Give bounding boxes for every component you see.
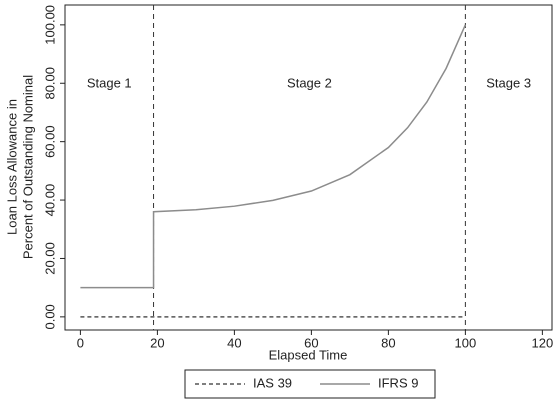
y-tick-label: 100.00 [42,5,57,45]
y-axis-label: Percent of Outstanding Nominal [20,75,35,259]
x-tick-label: 60 [304,335,318,350]
y-axis-label: Loan Loss Allowance in [4,99,19,235]
y-tick-label: 60.00 [42,125,57,158]
y-tick-label: 0.00 [42,304,57,329]
y-tick-label: 20.00 [42,242,57,275]
legend-label: IAS 39 [253,375,292,390]
y-tick-label: 80.00 [42,67,57,100]
x-tick-label: 100 [455,335,477,350]
series-line [80,24,467,289]
y-tick-label: 40.00 [42,184,57,217]
stage-label: Stage 2 [287,75,332,90]
legend-box [184,369,436,399]
legend-label: IFRS 9 [378,375,418,390]
x-tick-label: 20 [150,335,164,350]
x-tick-label: 0 [77,335,84,350]
x-axis-label: Elapsed Time [269,347,348,362]
x-tick-label: 80 [381,335,395,350]
stage-label: Stage 1 [87,75,132,90]
plot-frame [64,4,553,331]
x-tick-label: 120 [532,335,554,350]
stage-label: Stage 3 [486,75,531,90]
x-tick-label: 40 [227,335,241,350]
